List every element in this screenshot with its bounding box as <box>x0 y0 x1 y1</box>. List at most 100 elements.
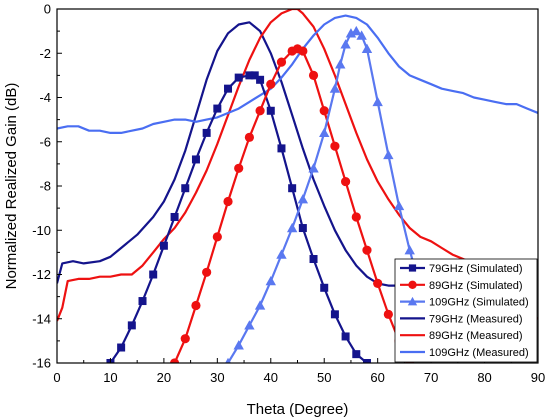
x-tick-label: 40 <box>264 370 278 385</box>
data-point-circle <box>276 57 287 67</box>
y-tick-label: -12 <box>32 267 51 282</box>
data-point-circle <box>234 163 244 173</box>
legend-item: 89GHz (Measured) <box>400 330 523 342</box>
data-point-square <box>213 104 222 113</box>
legend-label: 79GHz (Simulated) <box>429 263 523 275</box>
data-point-circle <box>341 176 351 187</box>
data-point-circle <box>308 70 319 80</box>
data-point-square <box>352 350 361 359</box>
series-line <box>57 14 538 134</box>
data-point-square <box>309 255 318 264</box>
series-line <box>109 74 368 363</box>
series-2 <box>169 44 415 363</box>
data-point-square <box>202 128 211 137</box>
data-point-square <box>191 155 200 164</box>
data-point-triangle <box>276 249 287 259</box>
data-point-square <box>266 106 275 115</box>
data-point-square <box>234 73 243 82</box>
data-point-square <box>181 184 190 193</box>
data-layer <box>57 9 538 363</box>
data-point-circle <box>298 46 308 56</box>
data-point-square <box>256 75 265 84</box>
y-axis-title: Normalized Realized Gain (dB) <box>3 83 20 290</box>
data-point-circle <box>191 300 201 311</box>
series-6 <box>57 14 538 134</box>
data-point-triangle <box>319 127 330 138</box>
data-point-square <box>288 184 297 193</box>
data-point-circle <box>212 232 222 242</box>
y-tick-label: -16 <box>32 356 51 371</box>
data-point-square <box>298 224 307 233</box>
data-point-triangle <box>407 296 418 306</box>
data-point-square <box>117 343 126 352</box>
data-point-circle <box>266 79 276 89</box>
data-point-triangle <box>383 149 394 160</box>
data-point-triangle <box>340 39 351 49</box>
x-tick-label: 70 <box>424 370 438 385</box>
legend-label: 109GHz (Simulated) <box>429 297 529 309</box>
x-tick-label: 10 <box>103 370 117 385</box>
tick-layer: 0 10 20 30 40 50 60 70 80 90 0 -2 -4 -6 -8 -10 -12 -14 -16 <box>32 2 545 386</box>
legend-item: 79GHz (Measured) <box>400 313 523 325</box>
data-point-triangle <box>286 222 298 233</box>
legend-item: 89GHz (Simulated) <box>400 280 523 292</box>
data-point-circle <box>180 334 190 344</box>
legend-label: 79GHz (Measured) <box>429 313 523 325</box>
series-line <box>57 21 399 287</box>
data-point-square <box>127 321 136 330</box>
y-tick-label: -2 <box>39 46 51 61</box>
series-5 <box>57 9 538 322</box>
data-point-circle <box>202 267 212 277</box>
legend-label: 89GHz (Simulated) <box>429 280 523 292</box>
data-point-square <box>224 84 233 93</box>
data-point-circle <box>408 280 417 289</box>
data-point-square <box>250 71 259 80</box>
data-point-square <box>320 283 329 292</box>
data-point-circle <box>255 106 265 116</box>
series-line <box>57 9 538 322</box>
x-tick-label: 50 <box>317 370 331 385</box>
data-point-triangle <box>297 194 309 204</box>
y-tick-label: -14 <box>32 311 51 326</box>
data-point-triangle <box>372 96 383 107</box>
data-point-triangle <box>233 340 244 350</box>
x-tick-label: 20 <box>157 370 171 385</box>
data-point-triangle <box>265 275 276 286</box>
series-4 <box>57 21 399 287</box>
x-tick-label: 80 <box>477 370 491 385</box>
data-point-triangle <box>335 59 346 69</box>
data-point-triangle <box>329 83 341 93</box>
data-point-square <box>245 71 254 80</box>
data-point-triangle <box>404 244 415 255</box>
y-tick-label: -4 <box>39 90 51 105</box>
data-point-triangle <box>356 30 367 40</box>
data-point-square <box>159 241 168 250</box>
y-tick-label: 0 <box>44 2 51 17</box>
data-point-square <box>149 270 158 279</box>
data-point-circle <box>383 309 393 319</box>
data-point-circle <box>319 106 329 116</box>
data-point-triangle <box>225 357 231 363</box>
data-point-circle <box>351 212 361 222</box>
data-point-square <box>138 297 147 306</box>
data-point-square <box>408 264 417 272</box>
y-tick-label: -10 <box>32 223 51 238</box>
data-point-triangle <box>308 163 319 173</box>
legend-item: 79GHz (Simulated) <box>400 263 523 275</box>
data-point-triangle <box>351 25 362 36</box>
data-point-triangle <box>393 200 405 211</box>
x-tick-label: 60 <box>370 370 384 385</box>
series-line <box>173 47 411 363</box>
legend-label: 89GHz (Measured) <box>429 330 523 342</box>
data-point-circle <box>244 132 254 142</box>
legend-item: 109GHz (Simulated) <box>400 297 529 309</box>
y-tick-label: -8 <box>39 179 51 194</box>
data-point-square <box>277 144 286 153</box>
x-tick-label: 90 <box>531 370 545 385</box>
data-point-triangle <box>254 300 266 310</box>
data-point-circle <box>223 196 233 207</box>
data-point-square <box>170 212 179 221</box>
data-point-circle <box>362 245 372 255</box>
data-point-triangle <box>361 43 373 53</box>
